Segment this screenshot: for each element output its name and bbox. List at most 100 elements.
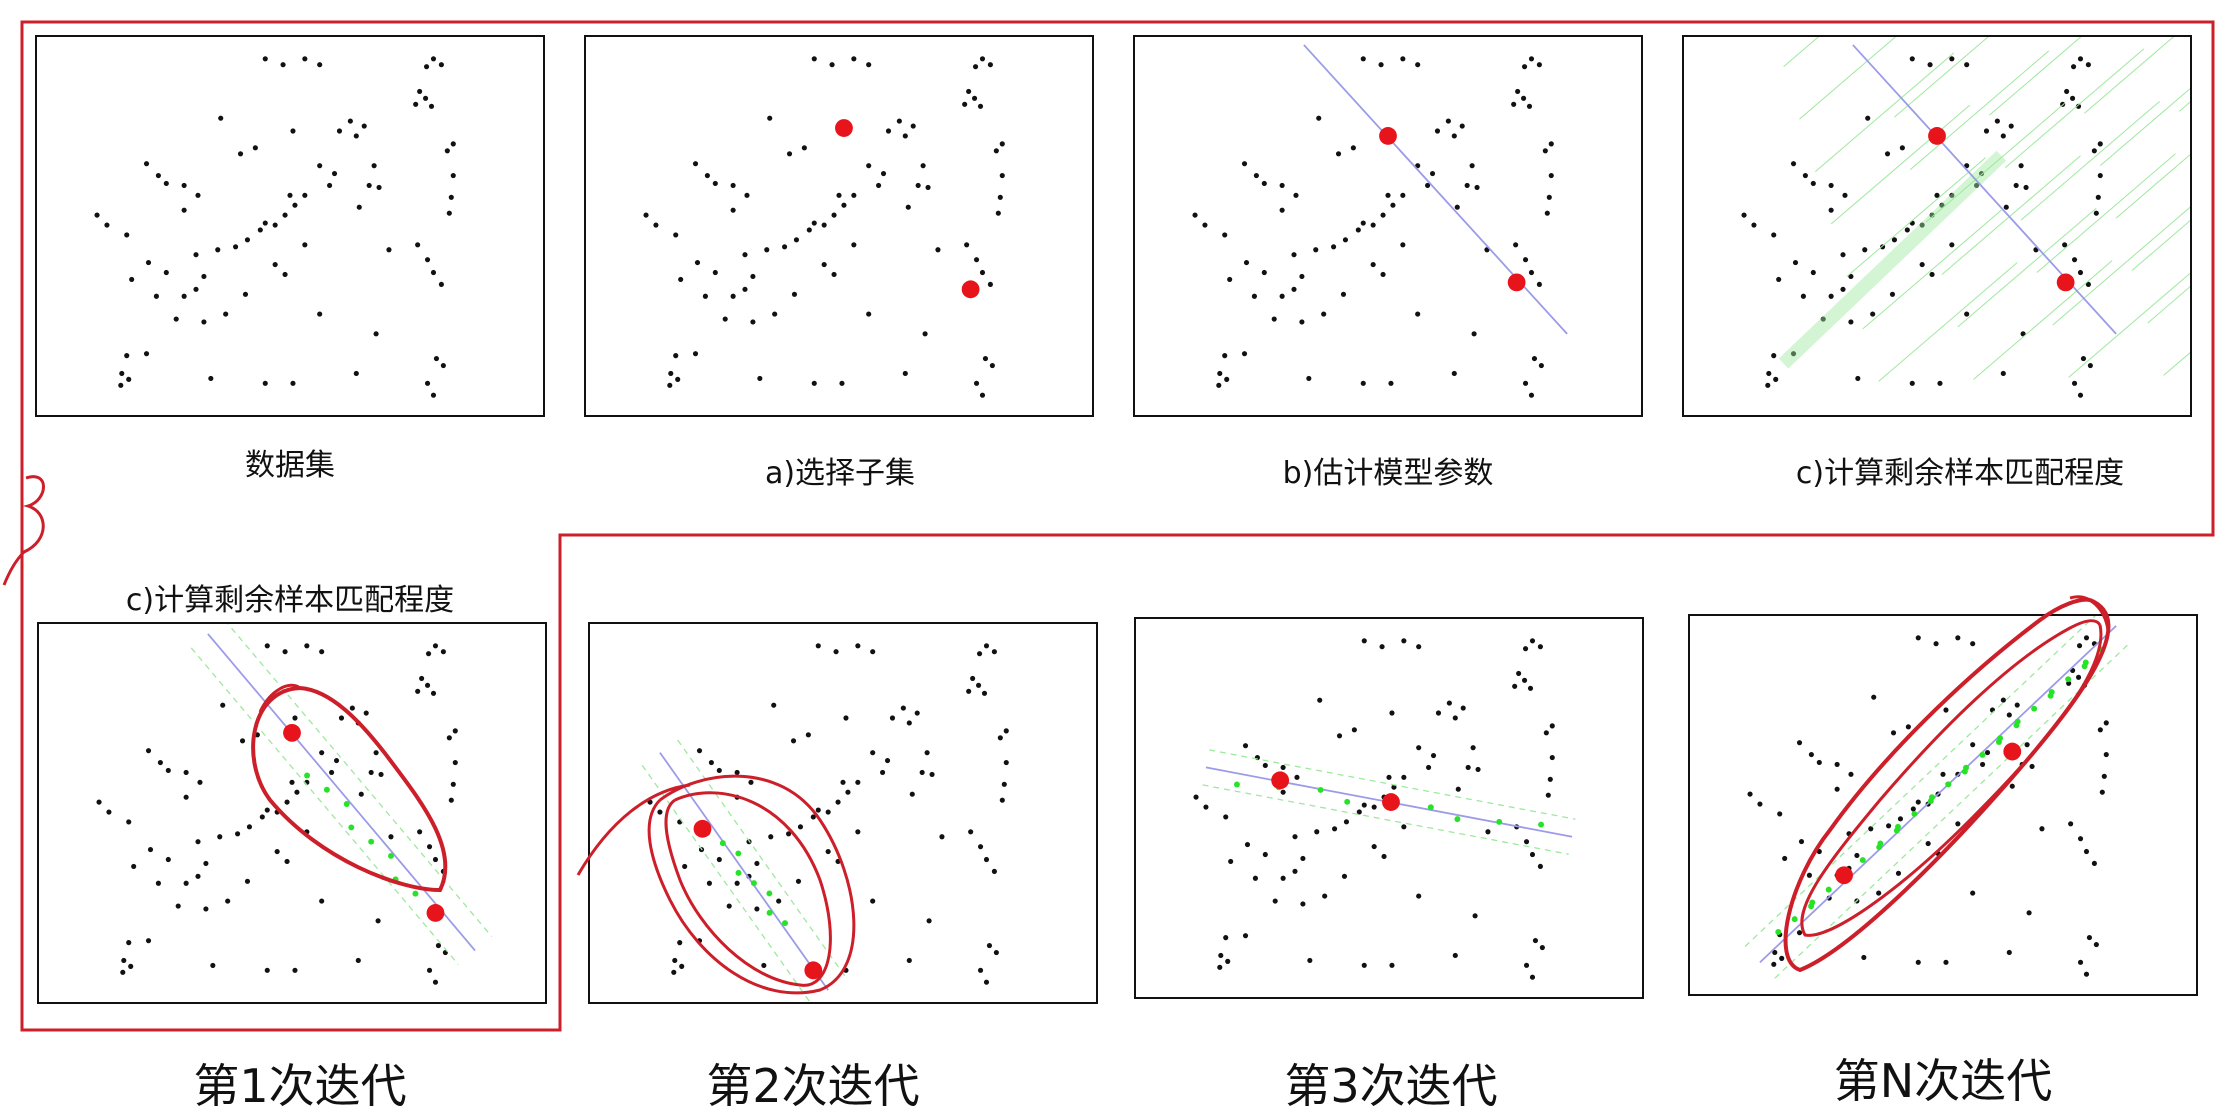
data-point [1984,749,1991,756]
data-point [1469,163,1475,169]
data-point [1771,232,1777,238]
threshold-line [677,739,847,978]
threshold-line [190,647,459,965]
data-point [1925,841,1931,847]
data-point [1343,819,1350,825]
data-point [1529,851,1536,858]
data-point [983,979,990,985]
data-point [423,64,430,70]
inlier-point [1859,857,1866,864]
model-line [1759,625,2117,963]
data-point [327,182,333,189]
data-point [851,192,857,198]
data-point [1528,269,1535,276]
data-point [128,963,134,969]
data-point [2101,773,2107,779]
data-point [1909,220,1915,226]
data-point [1955,821,1961,827]
data-point [914,710,920,716]
data-point [1335,151,1342,157]
data-point [292,967,298,973]
inlier-point [750,880,757,887]
data-point [1225,958,1231,964]
residual-line [2115,154,2190,219]
data-point [694,260,701,266]
data-point [833,649,839,655]
data-point [183,880,189,886]
data-point [287,192,293,198]
data-point [1538,362,1544,369]
data-point [1523,839,1530,845]
consensus-band [1778,150,2007,369]
data-point [1292,834,1298,840]
data-point [145,938,152,944]
data-point [1193,794,1199,800]
selected-point [693,819,712,838]
inlier-point [766,909,773,916]
data-point [274,809,280,815]
data-point [667,382,673,388]
residual-line [1909,50,2050,170]
data-point [722,316,728,322]
inlier-point [1233,781,1240,788]
data-point [979,269,986,276]
data-point [1378,62,1384,68]
data-point [845,789,851,795]
panel-iteration-1 [37,622,547,1004]
data-point [2064,88,2070,94]
data-point [977,844,984,850]
data-point [262,56,268,62]
data-point [716,767,722,774]
data-point [1001,781,1007,787]
data-point [811,220,817,226]
scribble-mark [2,475,45,586]
data-point [1361,962,1367,968]
data-point [2095,194,2101,200]
data-point [2087,362,2093,369]
data-point [254,732,260,738]
label-iteration-2: 第2次迭代 [706,1059,920,1113]
data-point [1228,858,1234,865]
data-point [821,222,827,228]
data-point [1816,759,1822,766]
data-point [983,643,990,649]
data-point [1529,974,1536,980]
residual-line [2099,88,2190,167]
data-point [811,380,817,386]
data-point [730,207,736,213]
data-point [2103,720,2109,726]
data-point [870,898,876,904]
panel-iteration-3 [1134,617,1644,999]
inlier-point [1997,735,2004,742]
data-point [1003,759,1009,766]
data-point [193,286,199,292]
inlier-point [1979,751,1986,758]
data-point [1244,842,1251,848]
data-point [1543,730,1549,736]
inlier-point [766,890,773,897]
data-point [353,370,359,377]
data-point [331,170,338,177]
data-point [910,123,916,129]
data-point [1379,644,1385,650]
data-point [272,222,278,228]
data-point [2099,789,2105,795]
scatter-plot [641,643,1009,1002]
inlier-point [1929,794,1935,801]
data-point [1294,774,1300,780]
data-point [1300,901,1306,907]
data-point [1915,635,1921,641]
data-point [1980,761,1986,768]
data-point [902,133,908,139]
data-point [966,688,972,694]
data-point [791,291,798,297]
data-point [2029,763,2035,769]
data-point [843,967,849,973]
inlier-point [735,869,742,876]
residual-line [2068,272,2190,378]
data-point [696,938,703,944]
data-point [1279,293,1285,299]
data-point [1970,641,1976,647]
data-point [294,789,300,795]
data-point [647,799,653,805]
